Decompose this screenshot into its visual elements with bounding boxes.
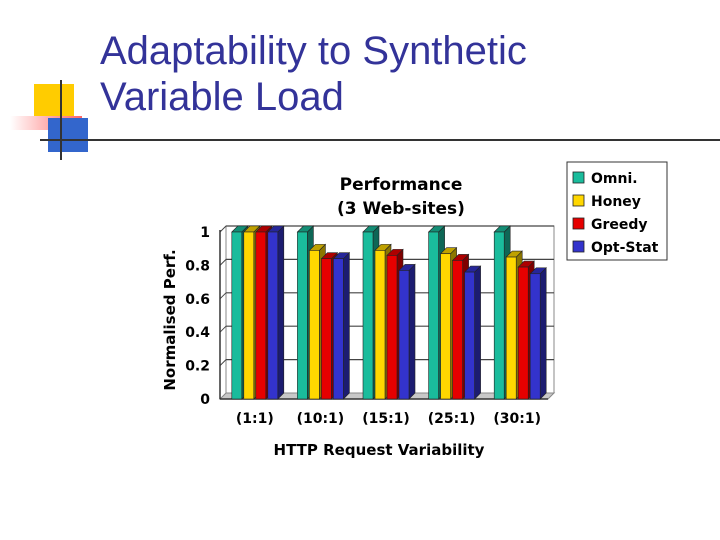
bar-front: [362, 231, 374, 400]
bar: [398, 263, 416, 400]
x-tick-label: (10:1): [297, 411, 345, 427]
y-tick-label: 0.4: [185, 325, 210, 341]
x-tick-label: (15:1): [362, 411, 410, 427]
bar-front: [333, 258, 344, 400]
gridline-diag: [219, 292, 227, 300]
bar-front: [440, 253, 451, 400]
chart-subtitle: (3 Web-sites): [337, 199, 465, 219]
bar-front: [505, 256, 517, 400]
gridline-diag: [219, 359, 227, 366]
legend-swatch: [572, 171, 585, 184]
gridline-diag: [219, 225, 227, 233]
bar-side: [474, 265, 481, 400]
y-tick-label: 0.2: [185, 359, 210, 375]
slide-title-line-1: Adaptability to Synthetic: [100, 29, 527, 73]
y-tick-label: 1: [200, 225, 210, 241]
bar-front: [493, 231, 505, 400]
bar-side: [539, 267, 547, 400]
legend-label: Honey: [591, 194, 641, 210]
decor-vertical-line: [60, 80, 62, 160]
bar-front: [529, 273, 541, 400]
y-axis-label: Normalised Perf.: [161, 249, 179, 390]
decor-horizontal-line: [40, 139, 720, 141]
bar-front: [428, 231, 439, 400]
x-tick-label: (1:1): [236, 411, 274, 427]
bar-front: [321, 258, 332, 400]
bar-side: [343, 251, 350, 400]
bar-front: [297, 231, 308, 400]
legend-swatch: [572, 217, 585, 230]
x-axis-label: HTTP Request Variability: [274, 441, 485, 459]
bar-side: [277, 225, 285, 400]
chart-title: Performance: [340, 175, 463, 195]
y-tick-label: 0.8: [185, 258, 210, 274]
bar-front: [267, 231, 279, 400]
x-tick-label: (30:1): [493, 411, 541, 427]
gridline-diag: [219, 325, 227, 333]
bar: [332, 251, 351, 400]
legend-swatch: [572, 240, 585, 253]
bar-side: [408, 263, 416, 400]
legend: Omni. Honey Greedy Opt-Stat: [566, 161, 668, 261]
bar-front: [452, 260, 463, 400]
bar-front: [255, 231, 267, 400]
x-tick-label: (25:1): [428, 411, 476, 427]
bar-front: [374, 250, 386, 400]
gridline-diag: [219, 259, 227, 266]
legend-label: Opt-Stat: [591, 240, 659, 256]
plot-area: 0 0.2 0.4 0.6 0.8 1 (1:1) (10:1) (15:1) (25:1) (30…: [185, 225, 556, 427]
bar-front: [464, 271, 475, 400]
bar-front: [243, 231, 255, 400]
bar: [267, 225, 285, 400]
bar-front: [231, 231, 243, 400]
slide-title-line-2: Variable Load: [100, 75, 344, 119]
legend-label: Greedy: [591, 217, 648, 233]
y-tick-label: 0.6: [185, 292, 210, 308]
bar: [463, 265, 482, 400]
legend-label: Omni.: [591, 171, 638, 187]
bar-front: [309, 250, 320, 400]
decor-blue-square: [48, 118, 88, 152]
bar-front: [398, 270, 410, 400]
bar-front: [386, 255, 398, 400]
legend-swatch: [572, 194, 585, 207]
bar: [529, 267, 547, 400]
bar-front: [517, 266, 529, 400]
slide-title: Adaptability to Synthetic Variable Load: [100, 28, 527, 120]
y-tick-label: 0: [200, 392, 210, 408]
